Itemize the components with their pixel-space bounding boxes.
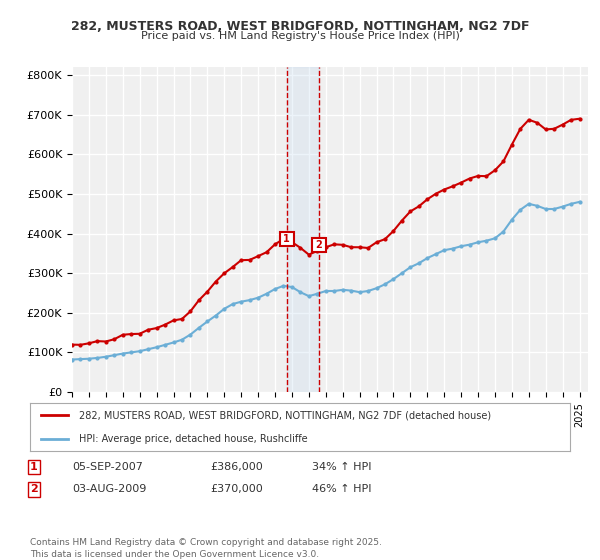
Text: £386,000: £386,000 [210, 462, 263, 472]
Text: Contains HM Land Registry data © Crown copyright and database right 2025.
This d: Contains HM Land Registry data © Crown c… [30, 538, 382, 559]
Text: 03-AUG-2009: 03-AUG-2009 [72, 484, 146, 494]
Text: 46% ↑ HPI: 46% ↑ HPI [312, 484, 371, 494]
Text: 282, MUSTERS ROAD, WEST BRIDGFORD, NOTTINGHAM, NG2 7DF (detached house): 282, MUSTERS ROAD, WEST BRIDGFORD, NOTTI… [79, 410, 491, 420]
Text: £370,000: £370,000 [210, 484, 263, 494]
Text: 34% ↑ HPI: 34% ↑ HPI [312, 462, 371, 472]
Text: 2: 2 [315, 240, 322, 250]
Text: 1: 1 [30, 462, 38, 472]
Text: 282, MUSTERS ROAD, WEST BRIDGFORD, NOTTINGHAM, NG2 7DF: 282, MUSTERS ROAD, WEST BRIDGFORD, NOTTI… [71, 20, 529, 32]
Text: Price paid vs. HM Land Registry's House Price Index (HPI): Price paid vs. HM Land Registry's House … [140, 31, 460, 41]
Text: 05-SEP-2007: 05-SEP-2007 [72, 462, 143, 472]
Text: HPI: Average price, detached house, Rushcliffe: HPI: Average price, detached house, Rush… [79, 434, 307, 444]
Bar [287, 67, 319, 392]
Text: 2: 2 [30, 484, 38, 494]
Text: 1: 1 [283, 234, 290, 244]
